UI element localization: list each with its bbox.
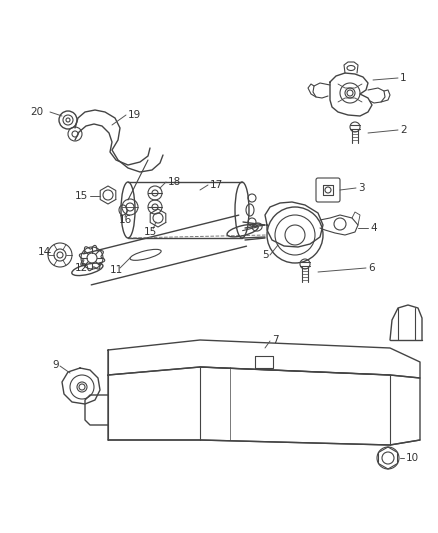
Text: 15: 15 bbox=[75, 191, 88, 201]
Text: 6: 6 bbox=[368, 263, 374, 273]
Text: 12: 12 bbox=[75, 263, 88, 273]
Text: 9: 9 bbox=[52, 360, 59, 370]
Text: 2: 2 bbox=[400, 125, 406, 135]
Text: 18: 18 bbox=[168, 177, 181, 187]
Text: 19: 19 bbox=[128, 110, 141, 120]
Text: 3: 3 bbox=[358, 183, 364, 193]
Text: 10: 10 bbox=[406, 453, 419, 463]
Text: 7: 7 bbox=[272, 335, 279, 345]
Text: 16: 16 bbox=[118, 215, 132, 225]
Text: 17: 17 bbox=[210, 180, 223, 190]
Text: 5: 5 bbox=[262, 250, 268, 260]
Text: 4: 4 bbox=[370, 223, 377, 233]
Text: 11: 11 bbox=[110, 265, 123, 275]
Text: 1: 1 bbox=[400, 73, 406, 83]
Text: 15: 15 bbox=[143, 227, 157, 237]
Text: 14: 14 bbox=[38, 247, 51, 257]
Text: 20: 20 bbox=[30, 107, 43, 117]
